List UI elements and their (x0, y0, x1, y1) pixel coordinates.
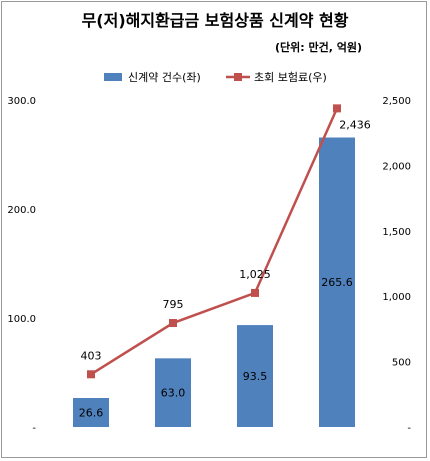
right-tick-label-1: - (407, 423, 411, 434)
chart-subtitle: (단위: 만건, 억원) (275, 40, 362, 54)
legend-line-marker (234, 73, 242, 81)
line-value-label-4: 2,436 (339, 118, 371, 131)
left-tick-label-4: 300.0 (7, 96, 36, 107)
bar-2 (155, 358, 191, 427)
bar-value-label-3: 93.5 (243, 370, 268, 383)
left-tick-label-1: - (32, 423, 36, 434)
right-tick-label-3: 1,000 (382, 292, 411, 303)
left-tick-label-2: 100.0 (7, 314, 36, 325)
bar-value-label-1: 26.6 (79, 407, 104, 420)
right-tick-label-4: 1,500 (382, 227, 411, 238)
chart-title: 무(저)해지환급금 보험상품 신계약 현황 (82, 11, 349, 30)
bar-value-label-4: 265.6 (321, 276, 353, 289)
line-marker-4 (333, 104, 341, 113)
line-value-label-1: 403 (81, 349, 102, 362)
line-value-label-3: 1,025 (239, 268, 271, 281)
right-tick-label-2: 500 (392, 358, 411, 369)
left-tick-label-3: 200.0 (7, 205, 36, 216)
line-marker-2 (169, 319, 177, 328)
bar-3 (237, 325, 273, 427)
legend-bar-swatch (104, 73, 122, 81)
right-tick-label-6: 2,500 (382, 96, 411, 107)
bar-1 (73, 398, 109, 427)
line-marker-1 (87, 370, 95, 379)
legend: 신계약 건수(좌) 초회 보험료(우) (104, 70, 327, 84)
legend-line-label: 초회 보험료(우) (254, 71, 327, 84)
legend-bar-label: 신계약 건수(좌) (128, 70, 201, 84)
bar-4 (319, 137, 355, 427)
right-tick-label-5: 2,000 (382, 161, 411, 172)
bar-value-label-2: 63.0 (161, 387, 186, 400)
premium-line (90, 107, 339, 376)
line-marker-3 (251, 288, 259, 297)
line-value-label-2: 795 (163, 298, 184, 311)
